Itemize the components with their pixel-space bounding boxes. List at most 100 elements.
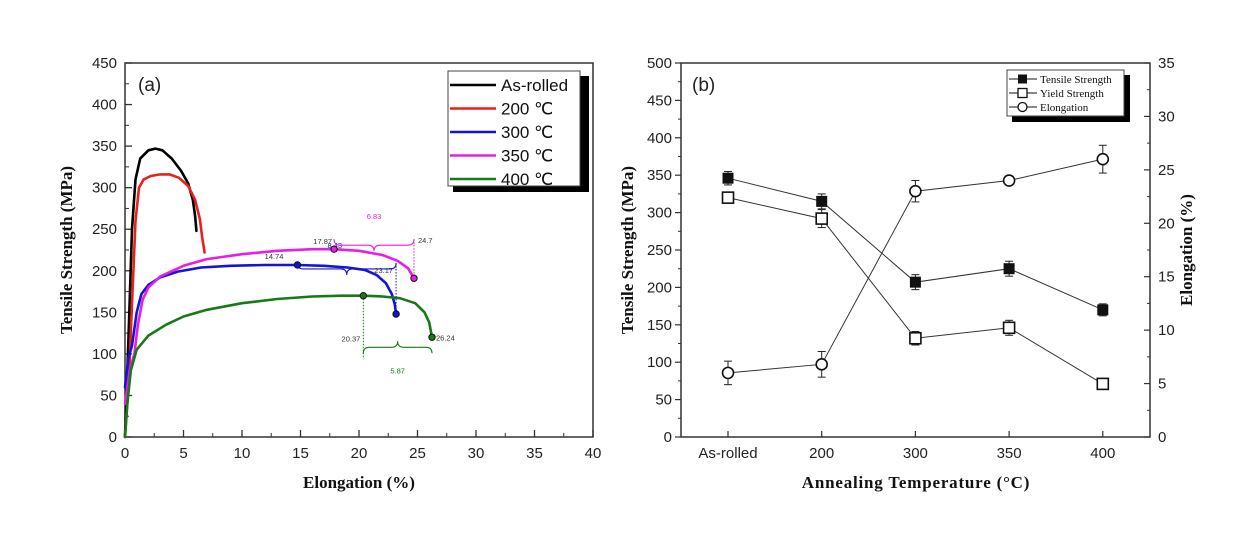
data-point-yield-strength [909,331,922,345]
plot-b-x-ticks: As-rolled 200 300 350 400 [698,431,1115,462]
y-tick-label-a: 350 [92,138,117,155]
y2-tick-label-b: 25 [1158,162,1175,179]
data-marker-a [392,310,400,318]
data-point-tensile-strength [1003,263,1015,275]
x-tick-label-b: 200 [809,445,834,462]
data-point-yield-strength [815,212,829,225]
plot-a-series [123,147,434,439]
data-point-yield-strength [1096,377,1110,391]
y-tick-label-a: 100 [92,346,117,363]
x-axis-title-b: Annealing Temperature (°C) [802,473,1030,492]
y2-tick-label-b: 10 [1158,322,1175,339]
anno-300-start: 14.74 [265,252,284,261]
x-tick-label-a: 20 [351,445,368,462]
data-marker-a [330,245,338,253]
y-tick-label-a: 150 [92,304,117,321]
data-marker-a [410,274,418,282]
y-tick-label-b: 450 [647,92,672,109]
x-tick-label-a: 5 [179,445,187,462]
y-tick-label-b: 50 [655,392,672,409]
y-tick-label-a: 250 [92,221,117,238]
data-point-yield-strength [721,191,735,204]
data-point-tensile-strength [909,276,921,288]
plot-a-y-ticks: 0 50 100 150 200 250 300 350 400 450 [92,55,132,446]
y-axis-title-b: Tensile Strength (MPa) [618,166,637,334]
y2-tick-label-b: 5 [1158,376,1166,393]
legend-a-label: 350 ℃ [501,147,553,166]
anno-350-diff: 6.83 [367,212,382,221]
panel-label-b: (b) [692,75,715,96]
y-tick-label-b: 100 [647,354,672,371]
legend-b-label: Tensile Strength [1040,74,1112,86]
x-tick-label-a: 15 [292,445,309,462]
legend-a-label: As-rolled [501,76,568,95]
x-tick-label-a: 25 [409,445,426,462]
y-tick-label-a: 300 [92,180,117,197]
legend-b-label: Elongation [1040,102,1089,114]
x-tick-label-a: 0 [121,445,129,462]
y2-axis-title-b: Elongation (%) [1177,194,1196,306]
x-tick-label-a: 40 [585,445,602,462]
y2-tick-label-b: 30 [1158,108,1175,125]
y-axis-title-a: Tensile Strength (MPa) [57,166,76,334]
legend-a-label: 200 ℃ [501,100,553,119]
y-tick-label-a: 400 [92,97,117,114]
series-line-as-rolled [123,147,198,439]
y2-tick-label-b: 15 [1158,269,1175,286]
data-point-elongation [1002,174,1016,187]
anno-400-diff: 5.87 [390,366,405,375]
x-tick-label-b: 400 [1090,445,1115,462]
anno-350-end: 24.7 [418,236,433,245]
series-line-400- [123,294,434,439]
series-line-200- [123,173,206,439]
x-axis-title-a: Elongation (%) [303,473,415,492]
plot-b-y-ticks: 0 50 100 150 200 250 300 350 400 450 500 [647,55,681,446]
y-tick-label-b: 0 [664,429,672,446]
y-tick-label-a: 200 [92,263,117,280]
legend-b-marker [1017,87,1028,99]
data-point-tensile-strength [722,172,734,184]
y2-tick-label-b: 35 [1158,55,1175,72]
brace-400 [362,341,433,354]
y-tick-label-b: 350 [647,167,672,184]
x-tick-label-b: 350 [997,445,1022,462]
x-tick-label-a: 30 [468,445,485,462]
series-line-350- [123,247,416,406]
legend-b: Tensile Strength Yield Strength Elongation [1006,69,1130,122]
y-tick-label-b: 200 [647,279,672,296]
x-tick-label-a: 10 [234,445,251,462]
data-point-tensile-strength [816,195,828,207]
data-point-tensile-strength [1097,304,1109,316]
plot-b-y2-ticks: 0 5 10 15 20 25 30 35 [1144,55,1175,446]
data-point-elongation [909,184,922,198]
anno-400-end: 26.24 [436,333,455,342]
plot-a-x-ticks: 0 5 10 15 20 25 30 35 40 [121,430,602,462]
data-marker-a [359,292,368,300]
anno-350-start: 17.87 [313,237,332,246]
data-point-yield-strength [1002,321,1016,335]
plot-b-series [721,144,1110,391]
panel-b: 0 50 100 150 200 250 300 350 400 450 500 0 5 10 15 20 2… [618,55,1196,492]
x-tick-label-b: 300 [903,445,928,462]
panel-a: 0 50 100 150 200 250 300 350 400 450 0 5 10 15 20 25 30… [57,55,601,492]
y-tick-label-b: 400 [647,130,672,147]
series-line-300- [123,263,398,389]
data-point-elongation [815,358,829,371]
legend-a: As-rolled 200 ℃ 300 ℃ 350 ℃ 400 ℃ [447,70,589,192]
y-tick-label-b: 150 [647,317,672,334]
y2-tick-label-b: 20 [1158,215,1175,232]
anno-400-start: 20.37 [342,334,361,343]
legend-a-box [447,70,581,187]
data-marker-a [428,333,436,341]
data-point-elongation [1096,152,1110,166]
y2-tick-label-b: 0 [1158,429,1166,446]
anno-300-end: 23.17 [374,266,393,275]
x-tick-label-a: 35 [526,445,543,462]
series-line-yield-strength [727,197,1104,385]
legend-b-label: Yield Strength [1040,88,1104,100]
y-tick-label-a: 0 [109,429,117,446]
legend-b-marker [1018,74,1027,84]
y-tick-label-a: 50 [100,387,117,404]
